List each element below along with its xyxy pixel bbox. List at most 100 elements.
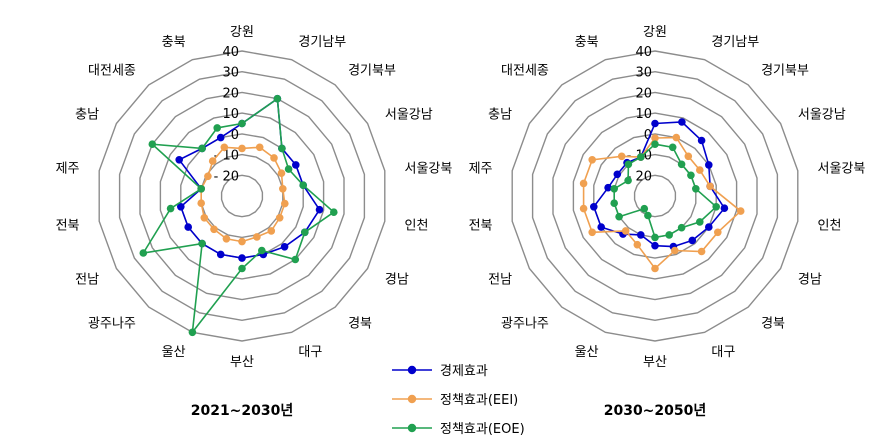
series-2 [610, 140, 720, 242]
data-point [624, 176, 632, 185]
category-label: 대구 [298, 345, 322, 360]
category-label: 광주나주 [501, 316, 549, 331]
category-label: 서울강북 [818, 161, 866, 176]
data-point [610, 199, 618, 207]
category-label: 제주 [469, 161, 493, 176]
data-point [315, 205, 324, 214]
grid-ring [552, 91, 758, 301]
tick-label: 20 [222, 86, 239, 101]
tick-label: 0 [231, 128, 239, 143]
tick-label: 0 [644, 128, 652, 143]
data-point [299, 181, 308, 189]
data-point [597, 223, 605, 231]
chart-title: 2021~2030년 [191, 403, 294, 419]
data-point [712, 203, 720, 211]
category-label: 인천 [818, 219, 842, 234]
category-label: 대전세종 [88, 64, 136, 79]
data-point [198, 144, 206, 153]
series-1 [579, 133, 745, 273]
data-point [621, 227, 630, 235]
data-point [651, 241, 659, 250]
legend-label: 경제효과 [440, 364, 488, 379]
data-point [579, 179, 588, 188]
data-point [696, 218, 704, 226]
data-point [330, 208, 338, 216]
data-point [672, 133, 681, 142]
category-label: 전남 [75, 273, 99, 288]
data-point [197, 199, 205, 207]
category-label: 서울강남 [798, 108, 846, 123]
radar-grid [511, 50, 799, 342]
data-point [210, 225, 218, 234]
category-label: 경기남부 [298, 35, 346, 50]
data-point [684, 152, 693, 161]
radar-chart-2021-2030: - 20- 10010203040강원경기남부경기북부서울강남서울강북인천경남경… [56, 25, 453, 419]
category-label: 경북 [761, 316, 785, 331]
data-point [579, 204, 588, 213]
tick-label: 10 [222, 107, 239, 122]
category-label: 경기남부 [711, 35, 759, 50]
data-point [604, 183, 612, 192]
legend: 경제효과 정책효과(EEI) 정책효과(EOE) [392, 364, 525, 437]
category-label: 충남 [75, 108, 99, 123]
data-point [651, 140, 659, 148]
data-point [279, 185, 287, 193]
data-point [139, 249, 148, 257]
data-point [275, 214, 284, 222]
grid-ring [118, 70, 366, 322]
category-label: 전북 [469, 219, 493, 234]
data-point [640, 204, 649, 213]
category-label: 전북 [56, 219, 80, 234]
legend-label: 정책효과(EOE) [440, 422, 525, 437]
data-point [615, 212, 623, 221]
category-label: 제주 [56, 161, 80, 176]
data-point [238, 237, 246, 246]
category-label: 충북 [162, 35, 186, 50]
data-point [208, 157, 217, 165]
data-point [705, 161, 713, 169]
data-point [617, 152, 626, 161]
data-point [213, 124, 221, 132]
data-point [301, 228, 309, 237]
data-point [651, 233, 659, 242]
grid-ring [159, 112, 325, 280]
data-point [633, 240, 642, 249]
data-point [644, 211, 652, 220]
data-point [651, 119, 659, 128]
category-label: 경기북부 [761, 64, 809, 79]
category-label: 전남 [488, 273, 512, 288]
data-point [668, 143, 677, 152]
data-point [253, 233, 261, 241]
legend-item-economic: 경제효과 [392, 364, 488, 379]
tick-label: 30 [635, 66, 652, 81]
tick-label: - 20 [627, 169, 652, 184]
tick-label: - 20 [214, 169, 239, 184]
data-point [148, 140, 157, 148]
series-2 [139, 94, 338, 337]
data-point [610, 185, 618, 193]
tick-label: 10 [635, 107, 652, 122]
data-point [267, 227, 276, 235]
radar-grid [98, 50, 386, 342]
category-label: 경기북부 [348, 64, 396, 79]
data-point [238, 119, 246, 128]
tick-label: 30 [222, 66, 239, 81]
category-label: 부산 [643, 355, 667, 370]
data-point [238, 144, 246, 153]
series-0 [175, 94, 324, 262]
data-point [175, 156, 183, 164]
data-point [692, 185, 700, 193]
grid-ring [220, 174, 264, 218]
data-point [688, 236, 697, 245]
data-point [200, 214, 209, 222]
data-point [588, 156, 596, 164]
data-point [677, 160, 686, 169]
data-point [270, 154, 278, 162]
data-point [706, 182, 714, 191]
data-point [273, 94, 282, 103]
grid-ring [531, 70, 779, 322]
data-point [184, 223, 192, 231]
data-point [292, 161, 300, 169]
data-point [696, 166, 704, 174]
category-label: 경북 [348, 316, 372, 331]
